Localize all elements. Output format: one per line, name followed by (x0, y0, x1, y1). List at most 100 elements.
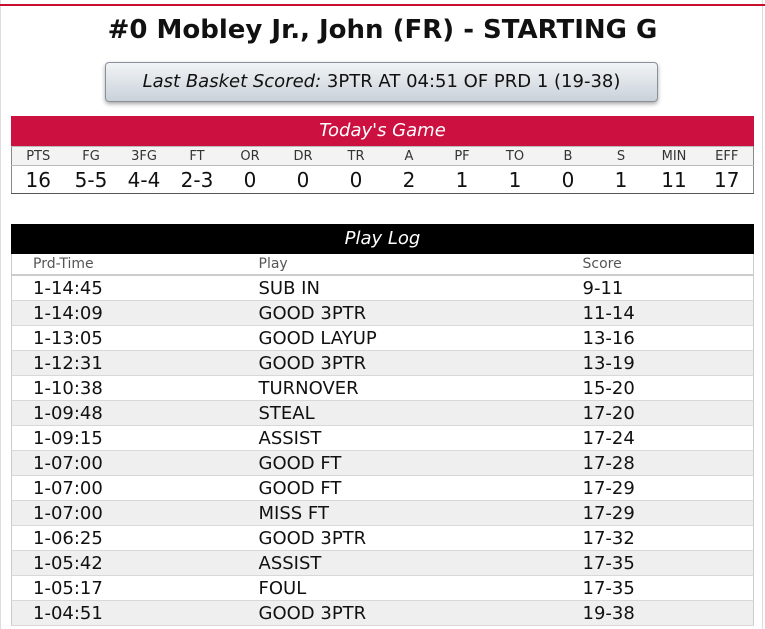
row-time: 1-06:25 (11, 525, 238, 551)
row-play: FOUL (237, 575, 562, 601)
row-score: 11-14 (561, 300, 754, 326)
stat-header-fg: FG (64, 146, 118, 166)
stat-header-to: TO (488, 146, 542, 166)
stat-value-pf: 1 (435, 165, 489, 194)
row-score: 17-20 (561, 400, 754, 426)
stat-header-b: B (541, 146, 595, 166)
play-log-table: Prd-Time Play Score 1-14:45 SUB IN 9-11 … (11, 254, 754, 626)
table-row: 1-07:00 GOOD FT 17-28 (11, 450, 754, 476)
row-play: ASSIST (237, 550, 562, 576)
row-score: 17-28 (561, 450, 754, 476)
stat-value-b: 0 (541, 165, 595, 194)
row-score: 19-38 (561, 600, 754, 626)
last-basket-value: 3PTR AT 04:51 OF PRD 1 (19-38) (326, 71, 621, 92)
table-row: 1-07:00 MISS FT 17-29 (11, 500, 754, 526)
column-header-play: Play (237, 254, 562, 276)
table-row: 1-13:05 GOOD LAYUP 13-16 (11, 325, 754, 351)
row-play: GOOD LAYUP (237, 325, 562, 351)
player-title: #0 Mobley Jr., John (FR) - STARTING G (107, 15, 658, 45)
row-time: 1-05:17 (11, 575, 238, 601)
column-header-score: Score (561, 254, 754, 276)
table-row: 1-10:38 TURNOVER 15-20 (11, 375, 754, 401)
row-time: 1-14:09 (11, 300, 238, 326)
table-row: 1-07:00 GOOD FT 17-29 (11, 475, 754, 501)
row-play: GOOD 3PTR (237, 525, 562, 551)
table-row: 1-05:42 ASSIST 17-35 (11, 550, 754, 576)
row-play: GOOD FT (237, 450, 562, 476)
row-score: 17-35 (561, 550, 754, 576)
stat-header-min: MIN (647, 146, 701, 166)
table-row: 1-06:25 GOOD 3PTR 17-32 (11, 525, 754, 551)
last-basket-label: Last Basket Scored: (142, 71, 322, 92)
last-basket-box: Last Basket Scored: 3PTR AT 04:51 OF PRD… (105, 62, 658, 102)
row-time: 1-14:45 (11, 275, 238, 301)
top-accent-line (0, 4, 765, 6)
row-score: 13-16 (561, 325, 754, 351)
row-score: 17-32 (561, 525, 754, 551)
row-time: 1-12:31 (11, 350, 238, 376)
table-row: 1-09:48 STEAL 17-20 (11, 400, 754, 426)
row-play: MISS FT (237, 500, 562, 526)
row-play: GOOD 3PTR (237, 600, 562, 626)
table-row: 1-09:15 ASSIST 17-24 (11, 425, 754, 451)
row-score: 17-29 (561, 500, 754, 526)
row-score: 17-29 (561, 475, 754, 501)
stat-value-eff: 17 (700, 165, 754, 194)
column-header-prd-time: Prd-Time (11, 254, 238, 276)
row-time: 1-09:15 (11, 425, 238, 451)
stat-header-pf: PF (435, 146, 489, 166)
row-play: TURNOVER (237, 375, 562, 401)
row-score: 17-24 (561, 425, 754, 451)
stat-header-3fg: 3FG (117, 146, 171, 166)
row-time: 1-09:48 (11, 400, 238, 426)
stat-header-or: OR (223, 146, 277, 166)
table-row: 1-14:09 GOOD 3PTR 11-14 (11, 300, 754, 326)
play-log-header-row: Prd-Time Play Score (11, 254, 754, 276)
stats-header-row: PTS FG 3FG FT OR DR TR A PF TO B S MIN E… (11, 146, 754, 166)
table-row: 1-12:31 GOOD 3PTR 13-19 (11, 350, 754, 376)
todays-game-header: Today's Game (11, 116, 754, 146)
row-score: 13-19 (561, 350, 754, 376)
play-log-header: Play Log (11, 224, 754, 254)
row-play: ASSIST (237, 425, 562, 451)
row-time: 1-07:00 (11, 475, 238, 501)
stat-header-ft: FT (170, 146, 224, 166)
row-time: 1-04:51 (11, 600, 238, 626)
stat-value-s: 1 (594, 165, 648, 194)
todays-game-stats-table: PTS FG 3FG FT OR DR TR A PF TO B S MIN E… (11, 146, 754, 194)
row-play: SUB IN (237, 275, 562, 301)
stat-header-s: S (594, 146, 648, 166)
stat-value-pts: 16 (11, 165, 65, 194)
stat-value-dr: 0 (276, 165, 330, 194)
row-play: GOOD 3PTR (237, 300, 562, 326)
row-play: STEAL (237, 400, 562, 426)
stat-header-a: A (382, 146, 436, 166)
row-time: 1-05:42 (11, 550, 238, 576)
stat-header-dr: DR (276, 146, 330, 166)
row-time: 1-13:05 (11, 325, 238, 351)
stat-value-or: 0 (223, 165, 277, 194)
table-row: 1-14:45 SUB IN 9-11 (11, 275, 754, 301)
table-row: 1-05:17 FOUL 17-35 (11, 575, 754, 601)
row-score: 9-11 (561, 275, 754, 301)
table-row: 1-04:51 GOOD 3PTR 19-38 (11, 600, 754, 626)
stat-value-3fg: 4-4 (117, 165, 171, 194)
stat-value-tr: 0 (329, 165, 383, 194)
row-score: 15-20 (561, 375, 754, 401)
row-play: GOOD FT (237, 475, 562, 501)
stat-value-min: 11 (647, 165, 701, 194)
stat-header-tr: TR (329, 146, 383, 166)
stat-header-eff: EFF (700, 146, 754, 166)
row-time: 1-10:38 (11, 375, 238, 401)
row-score: 17-35 (561, 575, 754, 601)
stat-value-ft: 2-3 (170, 165, 224, 194)
row-time: 1-07:00 (11, 500, 238, 526)
stat-value-to: 1 (488, 165, 542, 194)
row-play: GOOD 3PTR (237, 350, 562, 376)
stat-value-fg: 5-5 (64, 165, 118, 194)
stats-value-row: 16 5-5 4-4 2-3 0 0 0 2 1 1 0 1 11 17 (11, 165, 754, 194)
stat-header-pts: PTS (11, 146, 65, 166)
stat-value-a: 2 (382, 165, 436, 194)
row-time: 1-07:00 (11, 450, 238, 476)
